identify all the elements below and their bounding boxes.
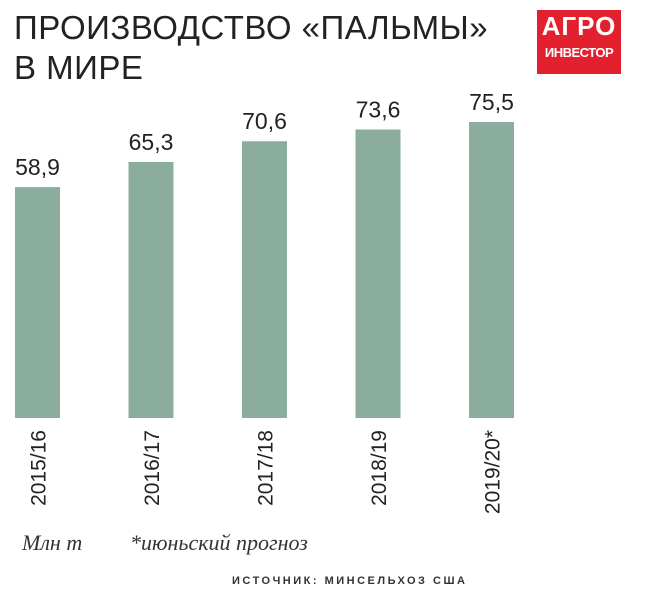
- x-tick-label: 2015/16: [28, 430, 51, 506]
- bar: [469, 122, 514, 418]
- bar: [355, 129, 401, 418]
- x-tick-label: 2019/20*: [482, 430, 505, 514]
- value-label: 58,9: [15, 154, 60, 180]
- logo-text: ИНВЕСТОР: [544, 45, 614, 60]
- x-tick-label: 2018/19: [368, 430, 391, 506]
- value-label: 75,5: [469, 89, 514, 115]
- x-tick-label: 2017/18: [255, 430, 278, 506]
- chart-title: ПРОИЗВОДСТВО «ПАЛЬМЫ» В МИРЕ: [14, 9, 489, 86]
- bar: [128, 162, 174, 418]
- value-label: 73,6: [356, 96, 401, 122]
- logo: АГРО ИНВЕСТОР: [537, 10, 621, 74]
- x-tick-label: 2016/17: [141, 430, 164, 506]
- note: *июньский прогноз: [130, 530, 308, 555]
- value-label: 70,6: [242, 108, 287, 134]
- value-label: 65,3: [129, 129, 174, 155]
- logo-text: АГРО: [541, 11, 617, 41]
- bar: [242, 141, 287, 419]
- source: ИСТОЧНИК: МИНСЕЛЬХОЗ США: [232, 575, 468, 587]
- bar: [15, 187, 60, 418]
- units: Млн т: [22, 530, 83, 555]
